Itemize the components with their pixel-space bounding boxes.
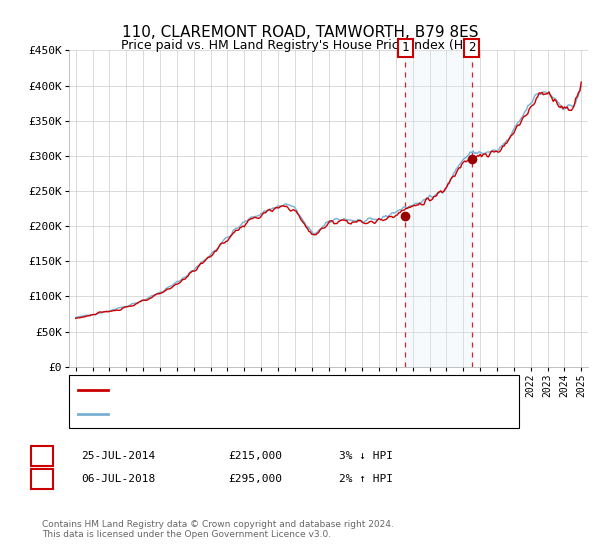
Text: 3% ↓ HPI: 3% ↓ HPI bbox=[339, 451, 393, 461]
Text: 1: 1 bbox=[401, 41, 409, 54]
Text: £295,000: £295,000 bbox=[228, 474, 282, 484]
Text: 06-JUL-2018: 06-JUL-2018 bbox=[81, 474, 155, 484]
Text: 1: 1 bbox=[38, 451, 46, 461]
Text: 2: 2 bbox=[38, 474, 46, 484]
Text: 110, CLAREMONT ROAD, TAMWORTH, B79 8ES (detached house): 110, CLAREMONT ROAD, TAMWORTH, B79 8ES (… bbox=[114, 385, 451, 395]
Text: Price paid vs. HM Land Registry's House Price Index (HPI): Price paid vs. HM Land Registry's House … bbox=[121, 39, 479, 52]
Text: Contains HM Land Registry data © Crown copyright and database right 2024.
This d: Contains HM Land Registry data © Crown c… bbox=[42, 520, 394, 539]
Text: 110, CLAREMONT ROAD, TAMWORTH, B79 8ES: 110, CLAREMONT ROAD, TAMWORTH, B79 8ES bbox=[122, 25, 478, 40]
Text: 25-JUL-2014: 25-JUL-2014 bbox=[81, 451, 155, 461]
Text: £215,000: £215,000 bbox=[228, 451, 282, 461]
Text: 2: 2 bbox=[468, 41, 476, 54]
Text: HPI: Average price, detached house, Tamworth: HPI: Average price, detached house, Tamw… bbox=[114, 409, 358, 419]
Text: 2% ↑ HPI: 2% ↑ HPI bbox=[339, 474, 393, 484]
